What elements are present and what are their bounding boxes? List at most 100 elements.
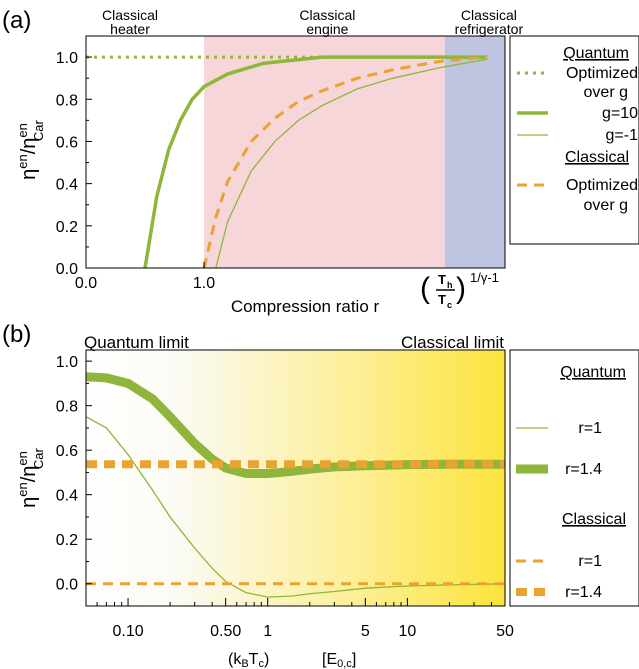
panel-b-series [85, 372, 506, 598]
x-end-exponent: 1/γ-1 [470, 270, 499, 285]
y-label-a-sup: en [15, 154, 30, 168]
frac-num: T [438, 272, 446, 287]
legend-a-label-1: Optimized [566, 65, 638, 82]
region-0 [86, 36, 205, 268]
x-label-b-unit: [E0,c] [322, 651, 356, 669]
panel-b-y-ticks: 0.0 0.2 0.4 0.6 0.8 1.0 [56, 354, 92, 594]
y-label-b-sup: en [15, 482, 30, 496]
series-b-0-line [85, 416, 506, 598]
y-label-a-sub2: Car [31, 119, 46, 141]
panel-a-series [86, 55, 488, 269]
y-label-a-text: ηen/ηenCar [15, 119, 46, 179]
region-label-0-line1: Classical [102, 7, 158, 23]
frac-num-sub: h [447, 280, 453, 290]
panel-a-legend: Quantum Optimized over g g=10 g=-1 Classical O… [509, 35, 639, 245]
paren-left: ( [420, 272, 430, 305]
y-label-a-base: η [18, 169, 40, 180]
legend-b-header-0: Quantum [560, 364, 626, 381]
y-tick-label-a-2: 0.4 [56, 177, 78, 194]
panel-b: (b) Quantum limit Classical limit 0.00.20… [2, 321, 639, 669]
y-label-b-base: η [18, 497, 40, 508]
y-tick-label-b-4: 0.8 [56, 399, 78, 416]
y-tick-label-b-5: 1.0 [56, 354, 78, 371]
x-label-b-sub: B [241, 658, 248, 669]
x-tick-label-b-5: 50 [496, 623, 514, 640]
series-a-2-line [215, 58, 488, 269]
legend-b-label-1: r=1 [578, 420, 602, 437]
series-a-3-line [202, 55, 488, 269]
y-label-a-mid: /η [18, 138, 40, 155]
x-label-b-unit_right: ] [352, 651, 356, 668]
legend-a-label2-5: over g [584, 197, 628, 214]
x-label-b-sub2: c [258, 658, 264, 669]
panel-a-x-axis-label: Compression ratio r [231, 297, 380, 316]
x-label-b-unit: [E [322, 651, 337, 668]
y-label-b-sup2: en [15, 451, 30, 465]
panel-a-x-ticks: 0.0 1.0 [75, 262, 215, 292]
legend-a-label-3: g=-1 [606, 127, 639, 144]
panel-b-x-ticks: 0.10 0.50 1 5 10 50 [96, 598, 514, 640]
legend-a-header-4: Classical [565, 149, 629, 166]
x-label-b-unit_sub: 0,c [337, 658, 352, 669]
region-label-2-line1: Classical [461, 7, 517, 23]
frac-den-sub: c [447, 300, 452, 310]
panel-b-legend: Quantum r=1 r=1.4 Classical r=1 r=1.4 [509, 349, 639, 607]
region-label-1-line2: engine [306, 21, 348, 37]
legend-b-label-2: r=1.4 [565, 461, 602, 478]
x-tick-label-b-0: 0.10 [112, 623, 143, 640]
x-label-b-left: (k [228, 651, 242, 668]
annotation-quantum-limit: Quantum limit [84, 333, 189, 352]
x-tick-label-a-0: 0.0 [75, 275, 97, 292]
panel-a-region-labels: ClassicalheaterClassicalengineClassicalr… [102, 7, 523, 37]
x-tick-label-b-4: 10 [398, 623, 416, 640]
y-tick-label-a-4: 0.8 [56, 92, 78, 109]
region-label-0-line2: heater [110, 21, 150, 37]
x-label-b-mid: T [249, 651, 259, 668]
region-label-2-line2: refrigerator [455, 21, 524, 37]
x-tick-label-b-2: 1 [263, 623, 272, 640]
y-label-a-rot: ηen/ηenCar [15, 119, 46, 179]
panel-a-regions [86, 36, 505, 268]
panel-b-label: (b) [2, 321, 31, 348]
panel-b-y-axis-label: ηen/ηenCar [15, 447, 46, 507]
paren-right: ) [456, 272, 466, 305]
panel-a-plot-frame [85, 35, 506, 269]
y-tick-label-b-1: 0.2 [56, 532, 78, 549]
panel-a-label: (a) [2, 7, 31, 34]
region-label-1-line1: Classical [299, 7, 355, 23]
legend-a-label-5: Optimized [566, 177, 638, 194]
panel-b-plot-frame [85, 349, 506, 607]
series-a-1-line [143, 55, 488, 269]
x-tick-label-b-3: 5 [361, 623, 370, 640]
y-tick-label-b-0: 0.0 [56, 577, 78, 594]
legend-a-header-0: Quantum [563, 45, 629, 62]
panel-b-x-axis-label: (kBTc) [E0,c] [228, 651, 356, 669]
y-tick-label-a-1: 0.2 [56, 219, 78, 236]
x-label-b-right: ) [264, 651, 269, 668]
x-tick-label-b-1: 0.50 [210, 623, 241, 640]
legend-a-box [509, 35, 639, 245]
y-tick-label-a-3: 0.6 [56, 134, 78, 151]
frac-den: T [438, 292, 446, 307]
annotation-classical-limit: Classical limit [401, 333, 504, 352]
region-2 [444, 36, 505, 268]
y-label-b-text: ηen/ηenCar [15, 447, 46, 507]
panel-b-annotations: Quantum limit Classical limit [84, 333, 504, 352]
y-tick-label-a-5: 1.0 [56, 50, 78, 67]
legend-b-label-4: r=1 [578, 553, 602, 570]
y-tick-label-b-3: 0.6 [56, 443, 78, 460]
legend-a-label2-1: over g [584, 84, 628, 101]
legend-b-box [509, 349, 639, 607]
y-label-a-sup2: en [15, 123, 30, 137]
x-label-b-text: (kBTc) [228, 651, 269, 669]
x-tick-label-a-1: 1.0 [193, 275, 215, 292]
y-label-b-mid: /η [18, 466, 40, 483]
y-label-b-sub2: Car [31, 447, 46, 469]
y-label-b-rot: ηen/ηenCar [15, 447, 46, 507]
panel-a: (a) ClassicalheaterClassicalengineClassi… [2, 7, 639, 316]
panel-a-y-ticks: 0.0 0.2 0.4 0.6 0.8 1.0 [56, 35, 92, 278]
panel-b-background [86, 350, 505, 606]
y-tick-label-b-2: 0.4 [56, 488, 78, 505]
